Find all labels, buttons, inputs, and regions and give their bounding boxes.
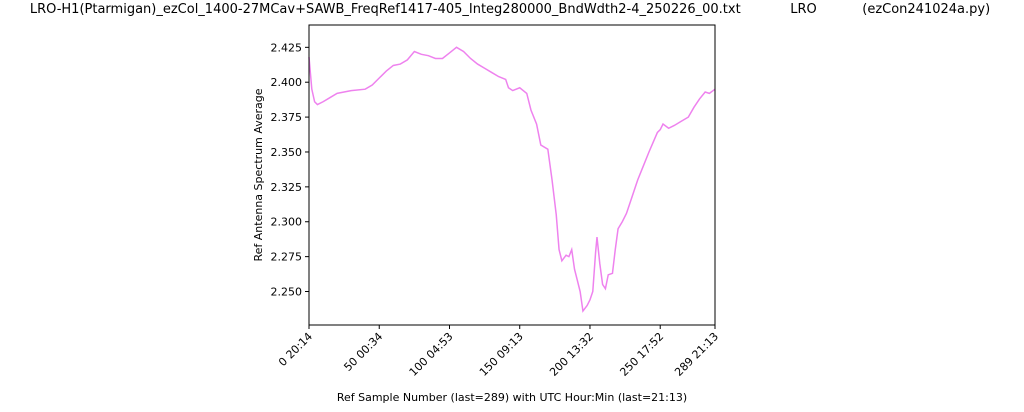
y-tick-label: 2.300	[271, 216, 303, 229]
y-tick-label: 2.400	[271, 76, 303, 89]
x-axis-label: Ref Sample Number (last=289) with UTC Ho…	[337, 391, 687, 404]
y-tick-label: 2.250	[271, 286, 303, 299]
plot-frame	[308, 24, 716, 326]
y-tick-label: 2.325	[271, 181, 303, 194]
y-tick-label: 2.275	[271, 251, 303, 264]
y-tick-label: 2.425	[271, 41, 303, 54]
x-tick-label: 50 00:34	[341, 330, 385, 374]
line	[308, 46, 716, 313]
x-tick-label: 100 04:53	[407, 330, 456, 379]
y-tick-label: 2.375	[271, 111, 303, 124]
x-tick-label: 200 13:32	[547, 330, 596, 379]
y-tick-label: 2.350	[271, 146, 303, 159]
chart-title: LRO-H1(Ptarmigan)_ezCol_1400-27MCav+SAWB…	[30, 2, 990, 17]
x-tick-label: 0 20:14	[276, 330, 315, 369]
y-axis-label: Ref Antenna Spectrum Average	[252, 88, 265, 261]
x-tick-label: 289 21:13	[672, 330, 721, 379]
x-tick-label: 250 17:52	[617, 330, 666, 379]
x-tick-label: 150 09:13	[477, 330, 526, 379]
